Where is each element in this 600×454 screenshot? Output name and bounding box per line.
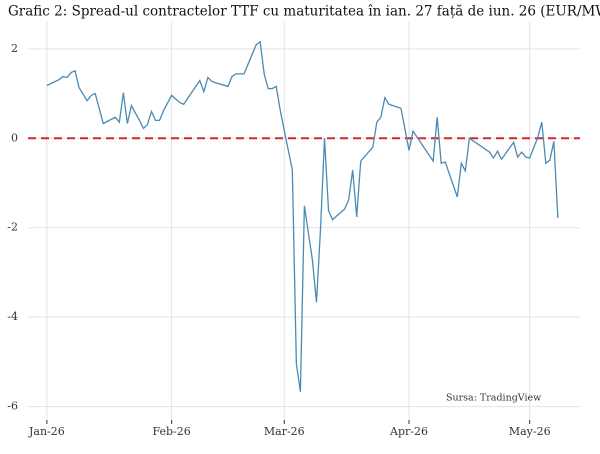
x-tick-label: Jan-26 <box>28 425 65 438</box>
x-tick-label: Mar-26 <box>264 425 305 438</box>
chart-title: Grafic 2: Spread-ul contractelor TTF cu … <box>8 4 600 20</box>
data-line <box>46 40 559 392</box>
y-tick-label: -6 <box>7 400 18 413</box>
annotation: Sursa: TradingView <box>446 393 541 404</box>
x-tick-label: Feb-26 <box>152 425 190 438</box>
y-tick-label: -2 <box>7 221 18 234</box>
y-tick-label: -4 <box>7 310 18 323</box>
x-tick-label: Apr-26 <box>389 425 428 438</box>
y-tick-label: 2 <box>11 42 18 55</box>
y-tick-label: 0 <box>11 131 18 144</box>
x-tick-label: May-26 <box>509 425 551 438</box>
